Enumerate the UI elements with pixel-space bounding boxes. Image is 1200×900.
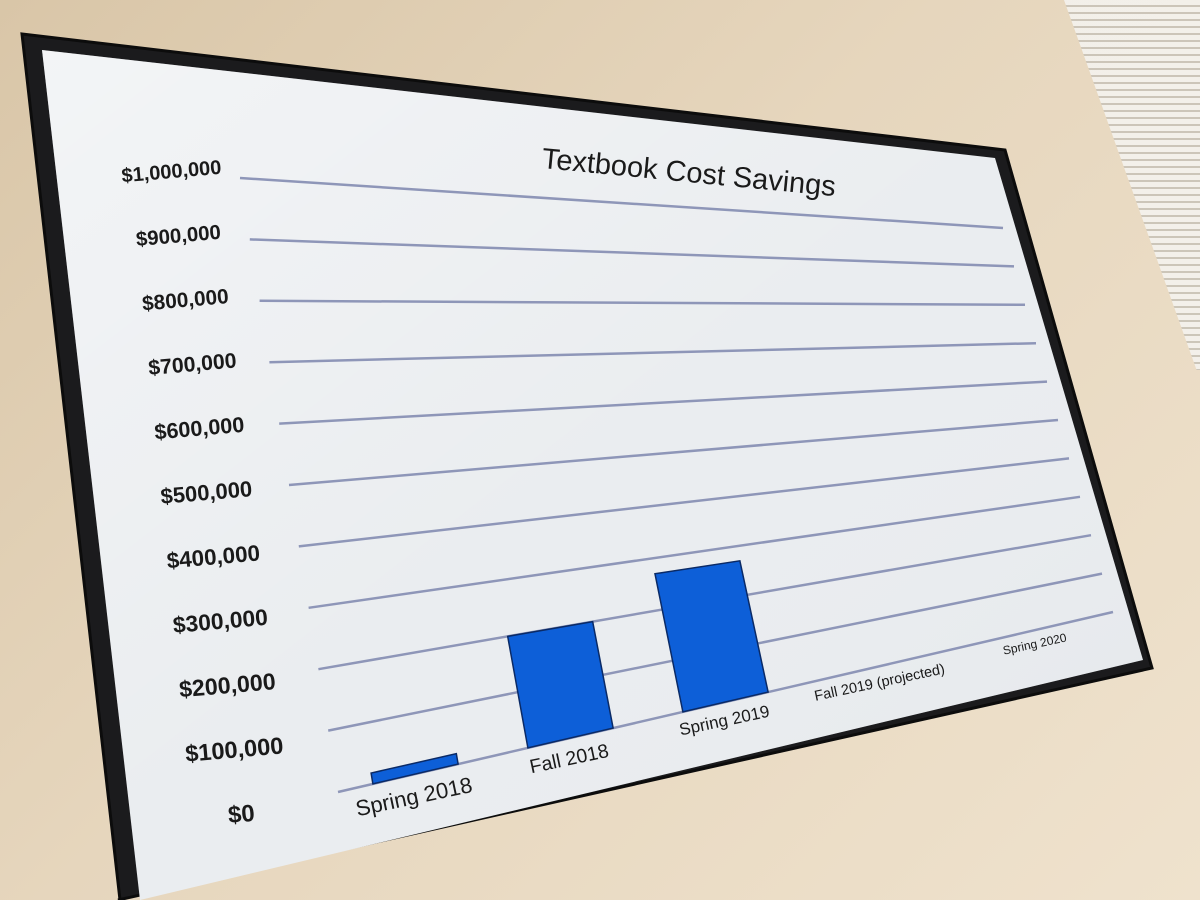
gridlines	[239, 176, 1114, 794]
gridline	[239, 176, 1004, 230]
screen-glare	[42, 50, 1143, 900]
gridline	[308, 495, 1081, 610]
gridline	[298, 457, 1070, 548]
bars	[370, 559, 770, 785]
y-tick-label: $0	[227, 800, 256, 829]
bar	[370, 752, 459, 785]
gridline	[259, 299, 1026, 307]
bar	[654, 559, 770, 713]
bar	[506, 620, 614, 749]
gridline	[249, 238, 1015, 268]
gridline	[288, 418, 1059, 487]
gridline	[279, 380, 1048, 425]
gridline	[269, 341, 1037, 364]
